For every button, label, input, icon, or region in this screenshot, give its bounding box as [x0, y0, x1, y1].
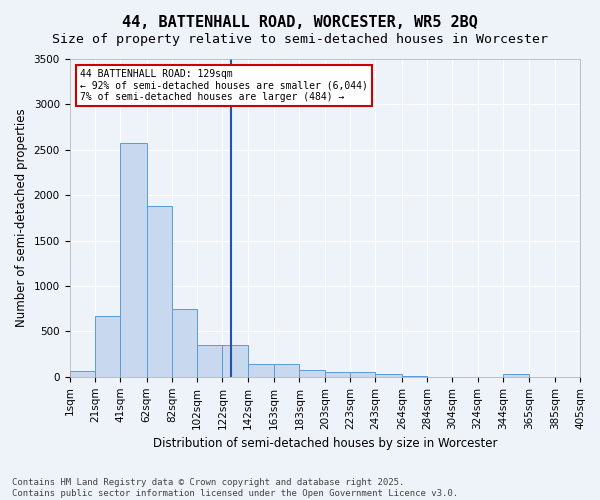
Bar	[197, 344, 223, 377]
Text: Contains HM Land Registry data © Crown copyright and database right 2025.
Contai: Contains HM Land Registry data © Crown c…	[12, 478, 458, 498]
Bar	[325, 372, 350, 377]
Bar	[146, 206, 172, 377]
Text: Size of property relative to semi-detached houses in Worcester: Size of property relative to semi-detach…	[52, 32, 548, 46]
Text: 44 BATTENHALL ROAD: 129sqm
← 92% of semi-detached houses are smaller (6,044)
7% : 44 BATTENHALL ROAD: 129sqm ← 92% of semi…	[80, 68, 368, 102]
Bar	[70, 372, 95, 377]
Bar	[248, 364, 274, 377]
Y-axis label: Number of semi-detached properties: Number of semi-detached properties	[15, 108, 28, 327]
Bar	[274, 364, 299, 377]
Bar	[503, 374, 529, 377]
Bar	[299, 370, 325, 377]
Bar	[376, 374, 402, 377]
Bar	[223, 344, 248, 377]
Bar	[172, 308, 197, 377]
Bar	[95, 316, 120, 377]
Bar	[402, 376, 427, 377]
Bar	[350, 372, 376, 377]
Bar	[120, 142, 146, 377]
X-axis label: Distribution of semi-detached houses by size in Worcester: Distribution of semi-detached houses by …	[152, 437, 497, 450]
Text: 44, BATTENHALL ROAD, WORCESTER, WR5 2BQ: 44, BATTENHALL ROAD, WORCESTER, WR5 2BQ	[122, 15, 478, 30]
